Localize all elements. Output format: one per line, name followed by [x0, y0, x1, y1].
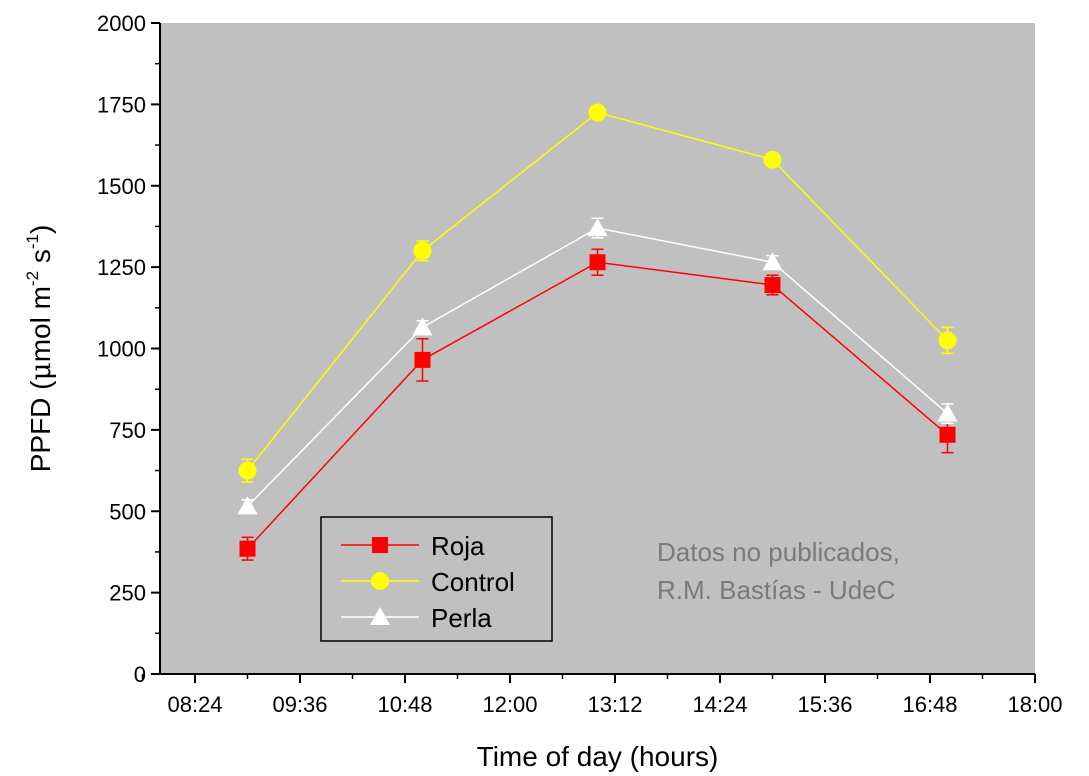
legend-box — [320, 516, 553, 642]
y-tick-label: 1250 — [97, 255, 146, 280]
y-title-exp-s: -1 — [23, 234, 42, 249]
legend: Roja Control Perla — [320, 516, 553, 642]
x-axis-title: Time of day (hours) — [477, 741, 719, 772]
x-tick-label: 08:24 — [167, 692, 222, 717]
y-tick-label: 2000 — [97, 11, 146, 36]
x-tick-label: 12:00 — [482, 692, 537, 717]
annotation-line-1: Datos no publicados, — [657, 537, 900, 567]
x-tick-label: 14:24 — [692, 692, 747, 717]
x-tick-label: 16:48 — [902, 692, 957, 717]
legend-label: Roja — [431, 531, 485, 561]
y-title-mu: μ — [24, 362, 57, 380]
data-point — [412, 317, 433, 336]
x-tick-label: 15:36 — [797, 692, 852, 717]
y-title-prefix: PPFD ( — [25, 380, 56, 472]
series-perla — [237, 217, 958, 515]
y-title-suffix: ) — [25, 225, 56, 234]
legend-label: Control — [431, 567, 515, 597]
data-point — [588, 103, 607, 122]
x-tick-label: 18:00 — [1007, 692, 1062, 717]
y-axis-title: PPFD (μmol m-2 s-1) — [23, 225, 57, 473]
data-point — [414, 351, 431, 368]
legend-marker — [371, 572, 389, 590]
series-control — [238, 103, 957, 483]
y-tick-label: 1750 — [97, 92, 146, 117]
data-point — [764, 277, 781, 294]
legend-marker — [372, 537, 388, 553]
x-tick-label: 13:12 — [587, 692, 642, 717]
x-tick-label: 10:48 — [377, 692, 432, 717]
y-tick-label: 0 — [134, 662, 146, 687]
data-point — [239, 540, 256, 557]
data-point — [238, 461, 257, 480]
data-point — [938, 331, 957, 350]
data-point — [237, 496, 258, 515]
y-tick-label: 250 — [109, 581, 146, 606]
y-tick-label: 1000 — [97, 337, 146, 362]
annotation-line-2: R.M. Bastías - UdeC — [657, 575, 895, 605]
series-roja — [239, 248, 956, 561]
series-layer — [237, 103, 958, 561]
y-tick-label: 1500 — [97, 174, 146, 199]
y-title-mol-m: mol m — [25, 286, 56, 362]
y-title-exp-m: -2 — [23, 271, 42, 286]
x-tick-label: 09:36 — [272, 692, 327, 717]
legend-marker — [370, 607, 390, 625]
y-tick-label: 750 — [109, 418, 146, 443]
data-point — [763, 150, 782, 169]
data-point — [589, 254, 606, 271]
y-tick-label: 500 — [109, 499, 146, 524]
data-point — [937, 403, 958, 422]
legend-label: Perla — [431, 603, 492, 633]
plot-background — [160, 23, 1035, 674]
data-point — [762, 252, 783, 271]
data-point — [413, 241, 432, 260]
data-point — [587, 218, 608, 237]
axes: 0 250 500 750 1000 1250 1500 1750 2000 08:24 09:36… — [97, 11, 1062, 717]
data-point — [939, 426, 956, 443]
y-title-s: s — [25, 249, 56, 271]
